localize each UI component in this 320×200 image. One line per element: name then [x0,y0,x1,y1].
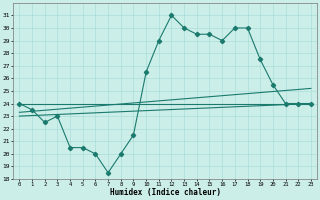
X-axis label: Humidex (Indice chaleur): Humidex (Indice chaleur) [110,188,220,197]
